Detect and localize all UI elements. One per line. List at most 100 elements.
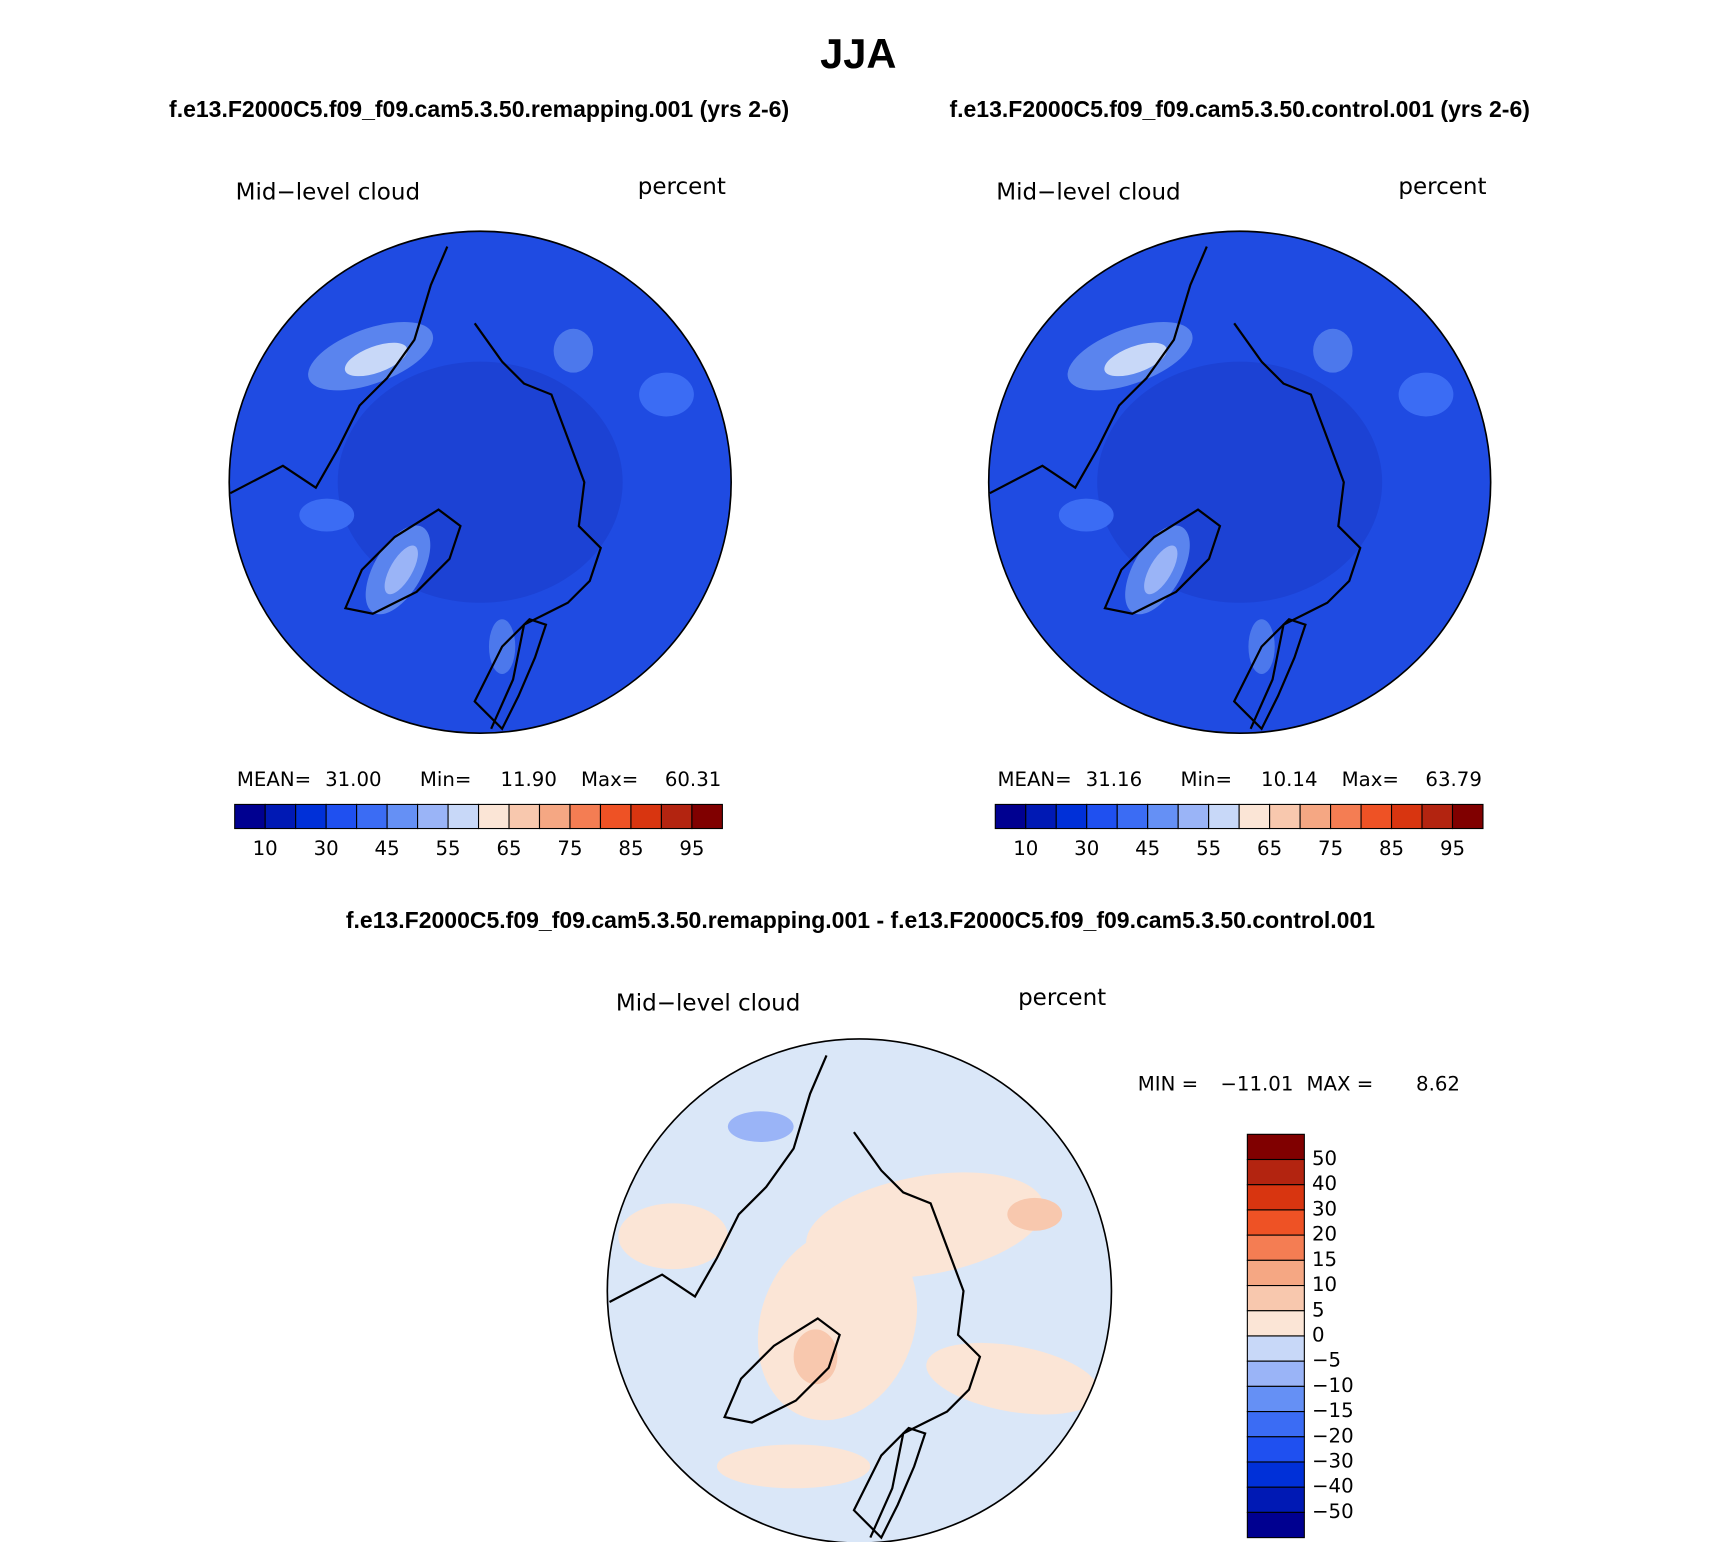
colorbar-label: −15 xyxy=(1312,1399,1354,1422)
map-shade xyxy=(1104,342,1167,377)
coastline xyxy=(343,508,462,615)
colorbar-label: 75 xyxy=(1318,837,1343,860)
colorbar-label: 55 xyxy=(436,837,461,860)
map-shade xyxy=(344,342,408,377)
coastline xyxy=(1103,508,1222,615)
colorbar-box xyxy=(386,803,419,830)
colorbar-box xyxy=(1299,803,1332,830)
colorbar-box xyxy=(1025,803,1057,830)
colorbar-box xyxy=(295,803,327,830)
map-border xyxy=(606,1038,1113,1542)
colorbar-box xyxy=(1238,803,1271,830)
map xyxy=(988,231,1491,734)
map-shade xyxy=(384,545,418,595)
stat-label: Max= xyxy=(1342,768,1399,791)
variable-label: Mid−level cloud xyxy=(616,990,800,1016)
colorbar-label: 85 xyxy=(618,837,643,860)
colorbar-label: −20 xyxy=(1312,1424,1354,1447)
units-label: percent xyxy=(638,174,726,200)
map-shade xyxy=(553,328,594,373)
map-shade xyxy=(727,1111,794,1142)
colorbar-label: 45 xyxy=(375,837,400,860)
colorbar-label: −30 xyxy=(1312,1449,1354,1472)
colorbar-label: 45 xyxy=(1135,837,1160,860)
colorbar-box xyxy=(264,803,297,830)
colorbar-label: 5 xyxy=(1312,1298,1325,1321)
stat-label: Min= xyxy=(420,768,472,791)
colorbar-box xyxy=(1246,1184,1305,1211)
map-shade xyxy=(1007,1197,1063,1231)
colorbar-box xyxy=(1330,803,1362,830)
colorbar-label: 65 xyxy=(496,837,521,860)
stat-value: 11.90 xyxy=(500,768,556,791)
map-shade xyxy=(793,1329,838,1385)
colorbar-label: 0 xyxy=(1312,1323,1325,1346)
colorbar-box xyxy=(1177,803,1210,830)
colorbar-label: 75 xyxy=(557,837,582,860)
colorbar-label: 85 xyxy=(1379,837,1404,860)
map-shade xyxy=(926,1342,1100,1415)
colorbar-box xyxy=(1246,1133,1305,1161)
colorbar-box xyxy=(1086,803,1118,830)
map-border xyxy=(987,230,1492,735)
colorbar-label: 15 xyxy=(1312,1248,1337,1271)
stat-value: 31.00 xyxy=(325,768,381,791)
colorbar-label: 95 xyxy=(679,837,704,860)
colorbar-label: 50 xyxy=(1312,1147,1337,1170)
coastline xyxy=(853,1131,982,1539)
colorbar-box xyxy=(1246,1335,1305,1362)
colorbar-label: 10 xyxy=(1013,837,1038,860)
colorbar-label: 65 xyxy=(1257,837,1282,860)
colorbar-label: 10 xyxy=(1312,1273,1337,1296)
colorbar-label: 40 xyxy=(1312,1172,1337,1195)
colorbar-box xyxy=(599,803,632,830)
colorbar-box xyxy=(1246,1285,1305,1312)
colorbar-box xyxy=(1390,803,1423,830)
panel-subtitle: f.e13.F2000C5.f09_f09.cam5.3.50.remappin… xyxy=(169,96,789,122)
colorbar-box xyxy=(1246,1234,1305,1261)
map-shade xyxy=(716,1444,871,1489)
colorbar-label: −10 xyxy=(1312,1374,1354,1397)
stat-value: 31.16 xyxy=(1086,768,1142,791)
colorbar-box xyxy=(447,803,480,830)
colorbar-box xyxy=(1055,803,1088,830)
panel-subtitle: f.e13.F2000C5.f09_f09.cam5.3.50.remappin… xyxy=(346,907,1375,933)
colorbar-box xyxy=(1246,1411,1305,1438)
coastline xyxy=(473,322,602,730)
colorbar-box xyxy=(1246,1158,1305,1186)
stat-label: Max= xyxy=(581,768,638,791)
colorbar-label: −5 xyxy=(1312,1349,1341,1372)
stat-label: MAX = xyxy=(1307,1072,1374,1095)
stat-value: 8.62 xyxy=(1416,1072,1460,1095)
stat-value: 10.14 xyxy=(1261,768,1317,791)
colorbar-label: −50 xyxy=(1312,1500,1354,1523)
map-shade xyxy=(1058,498,1114,532)
coastline xyxy=(852,1426,927,1540)
colorbar-box xyxy=(1208,803,1240,830)
colorbar-box xyxy=(1246,1461,1305,1488)
colorbar-box xyxy=(477,803,510,830)
stat-label: MIN = xyxy=(1138,1072,1198,1095)
colorbar-box xyxy=(538,803,571,830)
colorbar-box xyxy=(994,803,1027,830)
coastline xyxy=(1233,322,1362,730)
variable-label: Mid−level cloud xyxy=(236,179,420,205)
colorbar-label: 10 xyxy=(253,837,278,860)
colorbar-box xyxy=(1246,1209,1305,1236)
map-shade xyxy=(299,498,355,532)
colorbar-label: 30 xyxy=(1312,1197,1337,1220)
variable-label: Mid−level cloud xyxy=(996,179,1180,205)
colorbar-box xyxy=(630,803,662,830)
units-label: percent xyxy=(1018,985,1106,1011)
colorbar-box xyxy=(1246,1259,1305,1287)
colorbar-box xyxy=(325,803,358,830)
colorbar-box xyxy=(1246,1436,1305,1463)
colorbar-label: 30 xyxy=(314,837,339,860)
map xyxy=(607,1038,1112,1542)
stat-value: 63.79 xyxy=(1425,768,1481,791)
colorbar-box xyxy=(1147,803,1179,830)
colorbar-box xyxy=(660,803,693,830)
map xyxy=(229,231,732,734)
